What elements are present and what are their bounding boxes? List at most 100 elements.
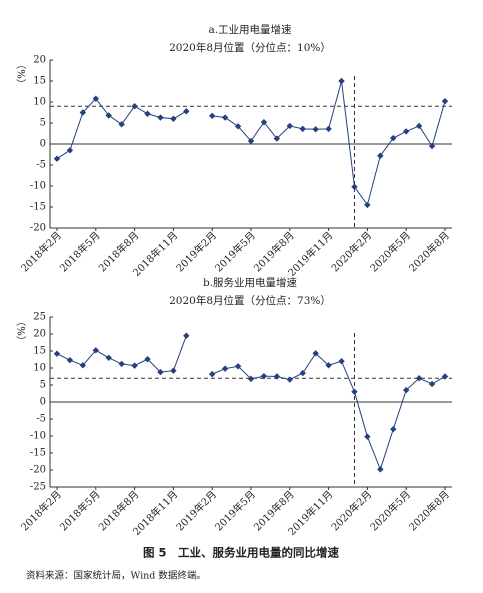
data-point: [247, 375, 255, 383]
data-point: [441, 373, 449, 380]
x-tick-label: 2019年2月: [173, 229, 219, 275]
data-point: [286, 122, 293, 130]
chart-subtitle: 2020年8月位置（分位点：73%）: [169, 294, 331, 307]
data-point: [364, 201, 371, 209]
y-tick-label: -25: [30, 482, 46, 493]
x-tick-label: 2020年8月: [406, 229, 452, 275]
chart-subtitle: 2020年8月位置（分位点：10%）: [169, 41, 331, 54]
data-point: [66, 147, 74, 154]
data-point: [428, 380, 436, 388]
data-line: [212, 80, 446, 207]
data-point: [118, 121, 125, 128]
data-point: [286, 376, 293, 383]
data-point: [92, 95, 99, 102]
data-point: [325, 125, 332, 133]
data-point: [234, 363, 242, 370]
data-point: [351, 183, 358, 191]
y-tick-label: 20: [33, 55, 46, 66]
x-tick-label: 2018年2月: [18, 488, 64, 534]
data-point: [92, 347, 99, 354]
data-point: [157, 114, 164, 121]
data-point: [247, 137, 255, 145]
y-tick-label: 15: [33, 346, 46, 357]
data-point: [364, 433, 371, 440]
data-point: [260, 372, 268, 380]
data-point: [403, 386, 410, 394]
data-point: [53, 155, 61, 162]
source: 资料来源：国家统计局，Wind 数据终端。: [26, 570, 206, 582]
data-point: [131, 103, 138, 110]
data-point: [79, 109, 87, 116]
data-point: [351, 388, 358, 395]
data-point: [183, 332, 190, 339]
y-tick-label: 0: [40, 139, 46, 150]
caption: 图 5 工业、服务业用电量的同比增速: [143, 546, 340, 560]
x-tick-label: 2020年5月: [367, 229, 413, 275]
x-tick-label: 2018年5月: [57, 488, 103, 534]
data-point: [260, 118, 268, 126]
data-point: [403, 128, 410, 135]
y-axis-label: （%）: [15, 59, 27, 89]
x-tick-label: 2018年5月: [57, 229, 103, 275]
data-point: [183, 108, 190, 115]
y-tick-label: -15: [30, 202, 46, 213]
data-point: [338, 358, 345, 365]
data-point: [415, 122, 423, 130]
x-tick-label: 2019年5月: [212, 229, 258, 275]
data-point: [66, 356, 74, 364]
y-tick-label: 20: [33, 329, 46, 340]
data-point: [299, 369, 306, 377]
data-point: [338, 77, 345, 85]
data-point: [105, 354, 112, 361]
x-tick-label: 2020年2月: [328, 229, 374, 275]
data-point: [170, 115, 177, 122]
data-point: [144, 355, 151, 363]
x-tick-label: 2018年2月: [18, 229, 64, 275]
y-tick-label: 5: [40, 380, 46, 391]
data-point: [441, 97, 449, 105]
data-line: [212, 352, 446, 471]
y-tick-label: 25: [33, 312, 46, 323]
data-point: [209, 112, 216, 120]
data-point: [428, 142, 436, 150]
y-tick-label: -5: [36, 414, 46, 425]
data-point: [221, 114, 229, 121]
data-point: [415, 375, 423, 382]
x-tick-label: 2019年5月: [212, 488, 258, 534]
data-line: [56, 97, 187, 160]
data-point: [234, 123, 242, 130]
data-point: [118, 360, 125, 368]
data-point: [312, 126, 319, 133]
y-tick-label: -15: [30, 448, 46, 459]
data-point: [105, 112, 112, 119]
y-tick-label: 0: [40, 397, 46, 408]
data-point: [221, 365, 229, 372]
chart-title: a.工业用电量增速: [208, 23, 292, 36]
data-point: [325, 362, 332, 369]
y-tick-label: 15: [33, 76, 46, 87]
data-point: [390, 426, 397, 433]
data-point: [79, 362, 87, 369]
data-point: [390, 134, 397, 142]
y-axis-label: （%）: [15, 316, 27, 346]
y-tick-label: 10: [33, 97, 46, 108]
data-point: [53, 350, 61, 357]
data-point: [312, 350, 319, 357]
y-tick-label: -10: [30, 181, 46, 192]
x-tick-label: 2019年2月: [173, 488, 219, 534]
data-point: [131, 362, 138, 369]
y-tick-label: -5: [36, 160, 46, 171]
data-point: [209, 370, 216, 378]
y-tick-label: -20: [30, 223, 46, 234]
data-point: [273, 135, 281, 142]
data-point: [273, 373, 281, 380]
data-point: [377, 466, 384, 473]
x-tick-label: 2020年2月: [328, 488, 374, 534]
y-tick-label: 5: [40, 118, 46, 129]
y-tick-label: -20: [30, 465, 46, 476]
data-point: [157, 368, 164, 376]
data-point: [144, 110, 151, 117]
data-point: [299, 125, 306, 133]
chart-title: b.服务业用电量增速: [203, 276, 298, 289]
